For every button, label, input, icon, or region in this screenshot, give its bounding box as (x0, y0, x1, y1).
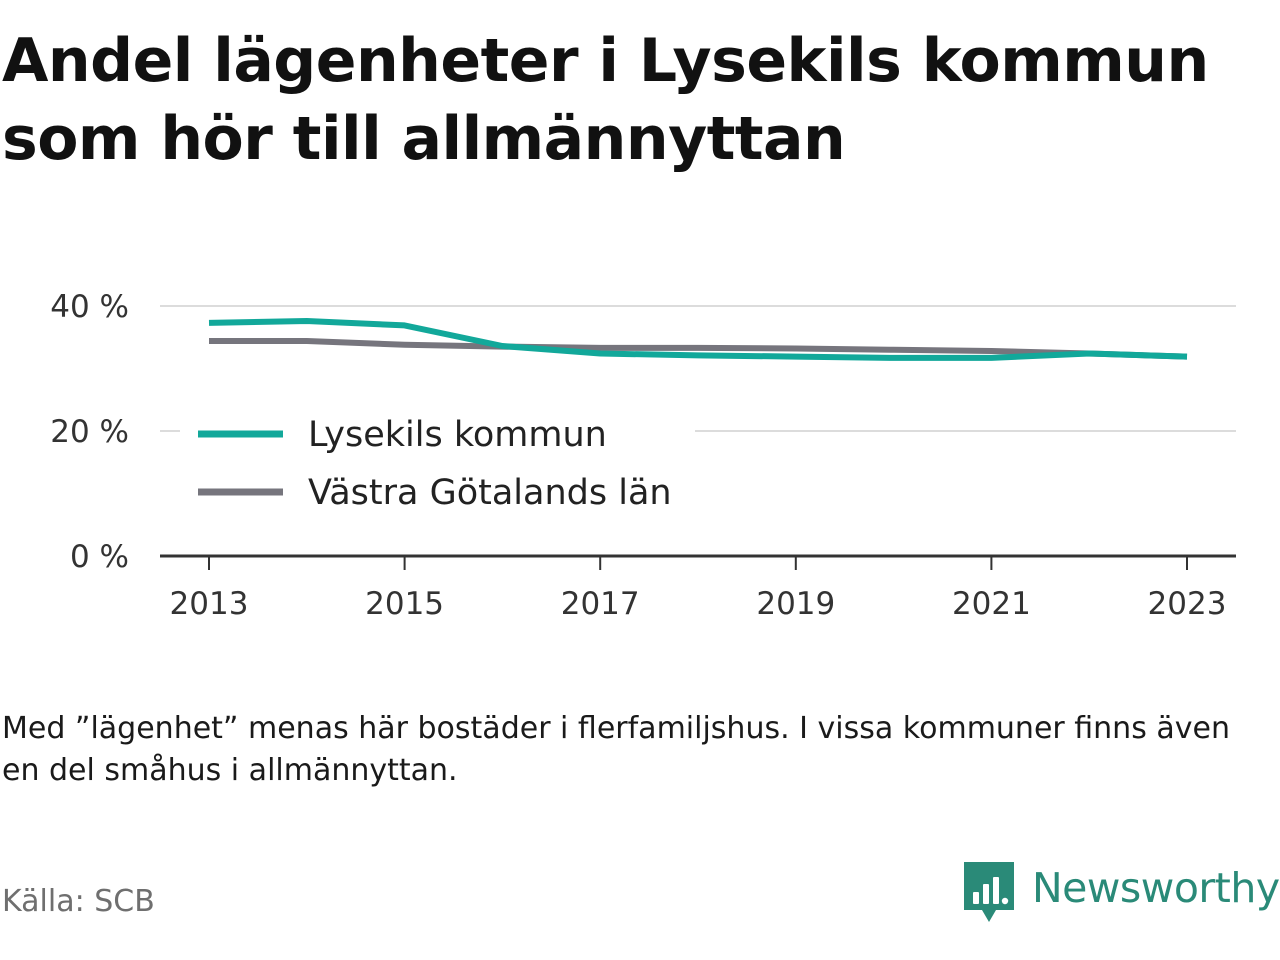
chart-title: Andel lägenheter i Lysekils kommun som h… (2, 26, 1209, 174)
footnote: Med ”lägenhet” menas här bostäder i fler… (2, 711, 1230, 788)
brand-logo[interactable]: Newsworthy (964, 862, 1280, 924)
series-line-lysekils-kommun (208, 318, 1188, 361)
series-line-vastra-gotalands-lan (209, 338, 1188, 360)
legend-background (180, 408, 695, 518)
y-tick-label: 40 % (50, 289, 129, 325)
y-tick-label: 0 % (70, 539, 129, 575)
x-tick-label: 2017 (561, 586, 640, 622)
x-tick-label: 2021 (952, 586, 1031, 622)
x-tick-label: 2013 (170, 586, 249, 622)
x-tick-label: 2019 (756, 586, 835, 622)
legend: Lysekils kommun Västra Götalands län (180, 408, 695, 518)
line-chart: 0 % 20 % 40 % 2013 2015 2017 2019 2021 2023 Lys… (50, 289, 1236, 622)
y-axis-ticks: 0 % 20 % 40 % (50, 289, 129, 575)
x-axis: 2013 2015 2017 2019 2021 2023 (160, 554, 1236, 622)
series-lines (208, 318, 1188, 361)
y-tick-label: 20 % (50, 414, 129, 450)
legend-label: Lysekils kommun (308, 415, 607, 455)
x-tick-label: 2015 (365, 586, 444, 622)
newsworthy-logo-icon (964, 862, 1014, 922)
source-label: Källa: SCB (2, 884, 155, 919)
legend-label: Västra Götalands län (308, 473, 672, 513)
x-tick-label: 2023 (1148, 586, 1227, 622)
brand-name: Newsworthy (1032, 864, 1280, 912)
